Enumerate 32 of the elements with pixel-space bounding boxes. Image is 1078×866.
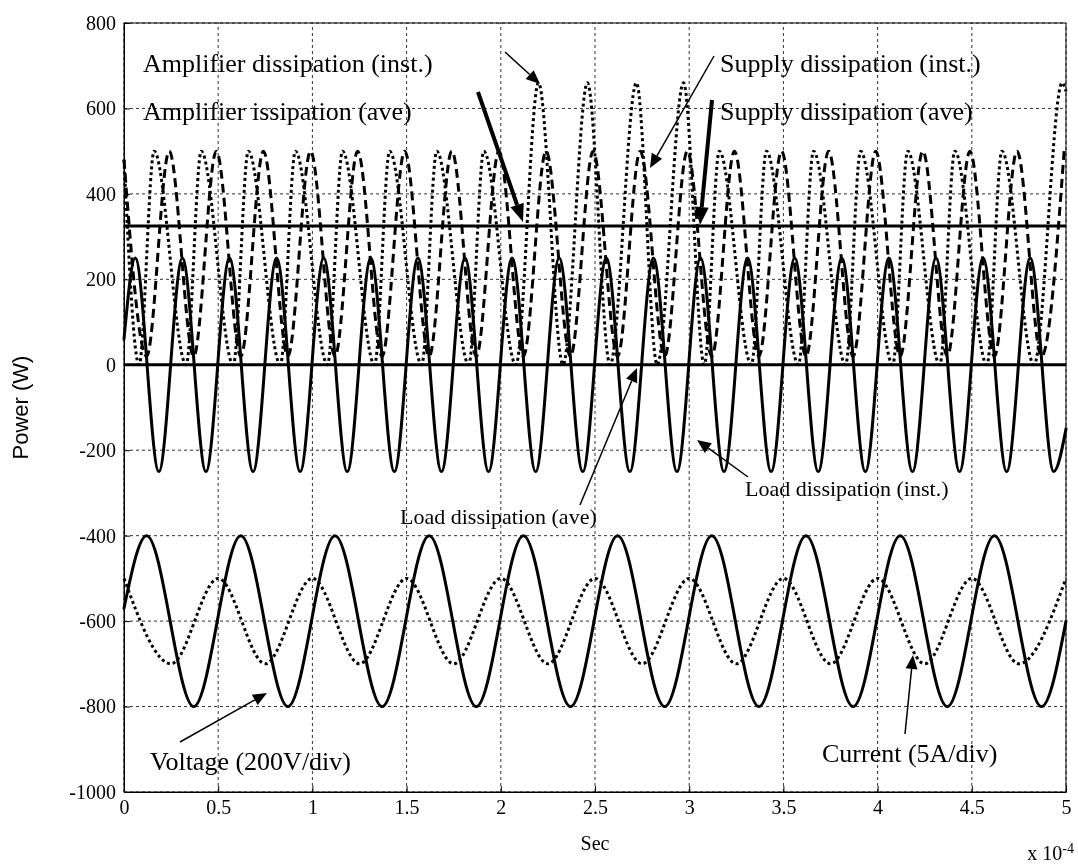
y-tick-label: 600 bbox=[86, 97, 116, 120]
y-tick-label: 0 bbox=[106, 353, 116, 376]
text: x 10$^{-4}$ bbox=[1027, 840, 1074, 864]
x-tick-label: 4 bbox=[873, 796, 884, 819]
x-tick-label: 2.5 bbox=[583, 796, 608, 819]
y-tick-label: 800 bbox=[86, 11, 116, 34]
x-tick-label: 3.5 bbox=[771, 796, 797, 819]
x-tick-label: 0 bbox=[119, 796, 130, 819]
y-tick-label: -1000 bbox=[69, 780, 116, 803]
y-axis-title: Power (W) bbox=[8, 355, 33, 460]
annotation: Amplifier dissipation (inst.) bbox=[143, 49, 433, 78]
y-tick-label: -800 bbox=[79, 695, 116, 718]
x-axis-title: Sec bbox=[580, 832, 610, 854]
annotation: Load dissipation (ave) bbox=[400, 504, 597, 529]
x-tick-label: 1.5 bbox=[394, 796, 420, 819]
x-tick-label: 3 bbox=[684, 796, 695, 819]
y-tick-label: -400 bbox=[79, 524, 116, 547]
annotation: Supply dissipation (inst.) bbox=[720, 49, 981, 78]
y-tick-label: 400 bbox=[86, 182, 116, 205]
y-tick-label: -200 bbox=[79, 439, 116, 462]
x-tick-label: 1 bbox=[307, 796, 318, 819]
annotation: Load dissipation (inst.) bbox=[745, 476, 949, 501]
annotation: Voltage (200V/div) bbox=[150, 747, 351, 776]
annotation: Amplifier issipation (ave) bbox=[143, 97, 412, 126]
y-tick-label: -600 bbox=[79, 610, 116, 633]
annotation: Supply dissipation (ave) bbox=[720, 97, 973, 126]
x-tick-label: 0.5 bbox=[206, 796, 232, 819]
y-tick-label: 200 bbox=[86, 268, 116, 291]
x-tick-label: 5 bbox=[1061, 796, 1072, 819]
x-tick-label: 2 bbox=[496, 796, 507, 819]
annotation: Current (5A/div) bbox=[822, 739, 998, 768]
x-tick-label: 4.5 bbox=[959, 796, 985, 819]
